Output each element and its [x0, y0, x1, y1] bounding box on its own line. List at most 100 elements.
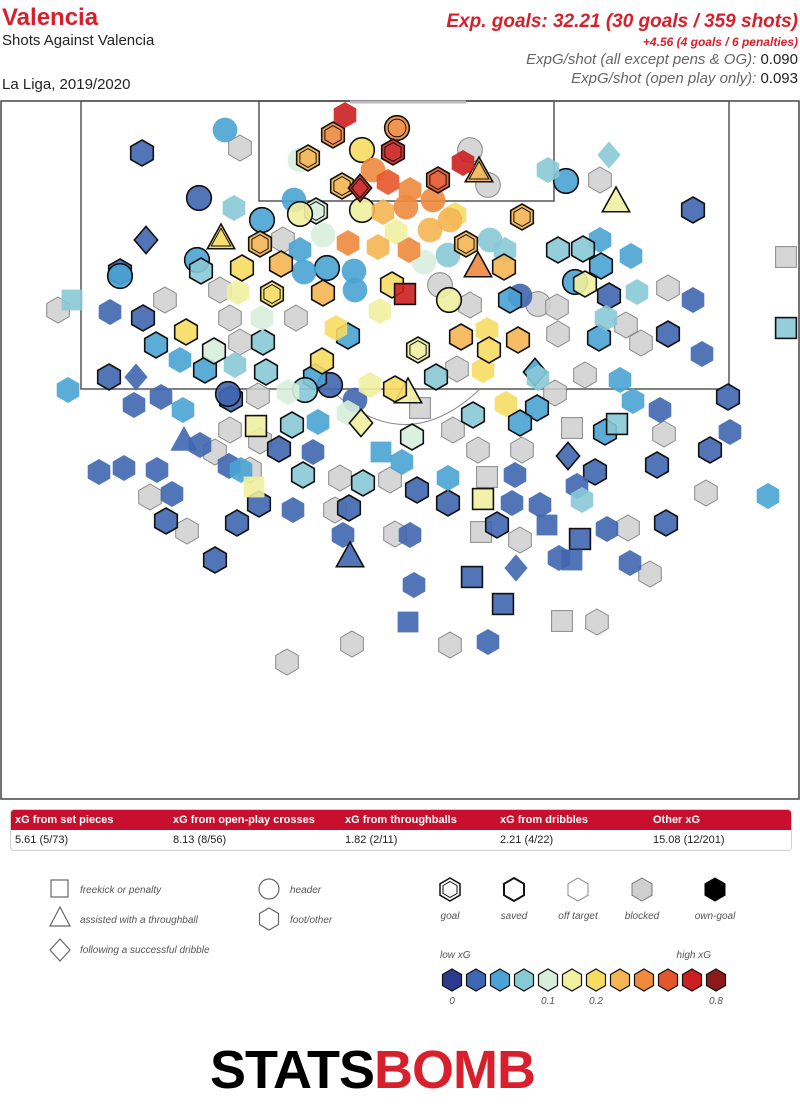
shot-marker	[420, 187, 446, 213]
xg-scale-swatch	[489, 968, 511, 992]
shot-marker	[503, 462, 527, 488]
xg-scale-swatch	[609, 968, 631, 992]
table-cell-dribbles: 2.21 (4/22)	[500, 834, 554, 846]
shot-marker	[281, 497, 305, 523]
shot-marker	[402, 572, 426, 598]
chart-subtitle: Shots Against Valencia	[2, 32, 155, 49]
shot-marker	[718, 419, 742, 445]
header-left: Valencia Shots Against Valencia	[2, 4, 154, 50]
shot-marker	[229, 254, 255, 282]
competition-label: La Liga, 2019/2020	[2, 76, 131, 93]
shot-marker	[244, 414, 268, 438]
shot-marker	[246, 382, 270, 410]
shot-marker	[596, 282, 622, 310]
hexagon-legend-icon	[258, 907, 280, 931]
shot-marker	[570, 487, 594, 513]
xg-color-scale	[441, 968, 727, 992]
shot-marker	[561, 549, 583, 571]
shot-marker	[171, 397, 195, 423]
shot-marker	[336, 230, 360, 256]
legend-outcome-saved: saved	[501, 911, 528, 922]
table-row: 5.61 (5/73) 8.13 (8/56) 1.82 (2/11) 2.21…	[11, 830, 791, 850]
shot-marker	[286, 200, 314, 228]
shot-marker	[644, 451, 670, 479]
shot-marker	[570, 235, 596, 263]
shot-marker	[594, 305, 618, 331]
shot-marker	[497, 286, 523, 314]
legend-outcome-blocked: blocked	[625, 911, 660, 922]
shot-marker	[573, 361, 597, 389]
shot-marker	[423, 363, 449, 391]
shot-marker	[288, 237, 312, 263]
shot-marker	[505, 326, 531, 354]
shot-marker	[625, 279, 649, 305]
shot-marker	[504, 554, 528, 582]
shot-marker	[476, 629, 500, 655]
shot-marker	[417, 217, 443, 243]
shot-marker	[476, 466, 498, 488]
xg-scale-swatch	[465, 968, 487, 992]
legend-type-throughball: assisted with a throughball	[80, 915, 199, 926]
shot-marker	[376, 169, 400, 195]
shot-marker	[491, 253, 517, 281]
xg-scale-swatch	[633, 968, 655, 992]
shot-marker	[393, 282, 417, 306]
goal-ring	[457, 234, 475, 254]
xg-per-shot-open: ExpG/shot (open play only): 0.093	[446, 69, 798, 88]
shot-marker	[618, 550, 642, 576]
table-header-crosses: xG from open-play crosses	[173, 814, 315, 826]
shot-marker	[404, 476, 430, 504]
shot-marker	[680, 196, 706, 224]
xg-scale-swatch	[705, 968, 727, 992]
triangle-legend-icon	[49, 905, 71, 927]
goal-ring	[333, 176, 351, 196]
table-cell-other: 15.08 (12/201)	[653, 834, 725, 846]
xg-breakdown-table: xG from set pieces xG from open-play cro…	[10, 809, 792, 851]
table-cell-set-pieces: 5.61 (5/73)	[15, 834, 69, 846]
shot-marker	[173, 318, 199, 346]
shot-marker	[399, 423, 425, 451]
table-cell-crosses: 8.13 (8/56)	[173, 834, 227, 846]
shot-marker	[775, 246, 797, 268]
shot-marker	[370, 441, 392, 463]
shot-marker	[61, 289, 83, 311]
xg-tick-02: 0.2	[589, 996, 603, 1007]
shot-marker	[250, 328, 276, 356]
shot-marker	[275, 648, 299, 676]
xg-tick-08: 0.8	[709, 996, 723, 1007]
shot-marker	[621, 388, 645, 414]
shot-marker	[460, 401, 486, 429]
shot-marker	[397, 237, 421, 263]
shot-marker	[212, 117, 238, 143]
shot-marker	[436, 465, 460, 491]
shot-marker	[106, 262, 134, 290]
shot-marker	[572, 270, 598, 298]
legend-outcome-own-goal: own-goal	[695, 911, 736, 922]
shot-marker	[168, 347, 192, 373]
shot-marker	[205, 222, 237, 250]
shot-marker	[536, 514, 558, 536]
goal-ring	[210, 227, 232, 247]
square-legend-icon	[50, 879, 69, 898]
shot-marker	[552, 167, 580, 195]
shot-marker	[56, 377, 80, 403]
xg-scale-swatch	[513, 968, 535, 992]
shot-marker	[588, 252, 614, 280]
shot-marker	[555, 441, 581, 471]
shot-marker	[224, 509, 250, 537]
shot-marker	[333, 102, 357, 128]
shot-marker	[619, 243, 643, 269]
shot-marker	[545, 293, 569, 321]
shot-marker	[313, 254, 341, 282]
xg-scale-swatch	[585, 968, 607, 992]
legend-outcome-off-target: off target	[558, 911, 599, 922]
legend-type-freekick: freekick or penalty	[80, 885, 162, 896]
shot-marker	[586, 324, 612, 352]
shot-marker	[546, 320, 570, 348]
shot-marker	[437, 207, 463, 233]
shot-marker	[462, 250, 494, 278]
goal-ring	[384, 142, 402, 162]
shot-marker	[87, 459, 111, 485]
shot-marker	[507, 409, 533, 437]
xg-scale-swatch	[441, 968, 463, 992]
